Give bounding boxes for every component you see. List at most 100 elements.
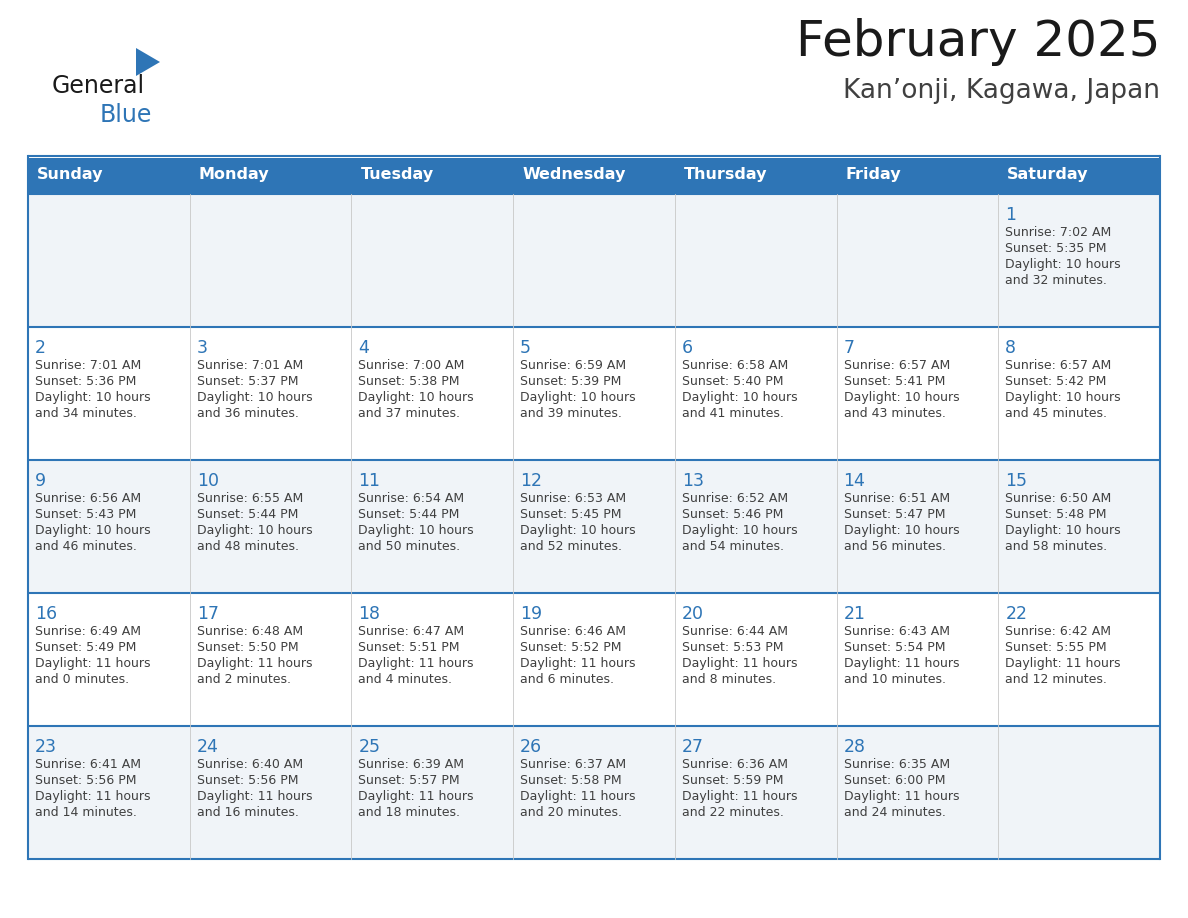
Text: 19: 19	[520, 605, 542, 623]
Text: Sunset: 5:53 PM: Sunset: 5:53 PM	[682, 641, 783, 654]
Text: and 50 minutes.: and 50 minutes.	[359, 540, 461, 553]
Text: Sunrise: 6:48 AM: Sunrise: 6:48 AM	[197, 625, 303, 638]
Text: Sunrise: 6:43 AM: Sunrise: 6:43 AM	[843, 625, 949, 638]
Text: Friday: Friday	[846, 167, 902, 183]
Bar	[29, 460, 1159, 593]
Text: Sunrise: 6:47 AM: Sunrise: 6:47 AM	[359, 625, 465, 638]
Text: and 34 minutes.: and 34 minutes.	[34, 407, 137, 420]
Text: Sunrise: 7:02 AM: Sunrise: 7:02 AM	[1005, 226, 1112, 239]
Text: 8: 8	[1005, 339, 1016, 357]
Text: Kan’onji, Kagawa, Japan: Kan’onji, Kagawa, Japan	[843, 78, 1159, 104]
Text: Sunset: 5:54 PM: Sunset: 5:54 PM	[843, 641, 946, 654]
Text: and 18 minutes.: and 18 minutes.	[359, 806, 461, 819]
Text: and 12 minutes.: and 12 minutes.	[1005, 673, 1107, 686]
Text: 18: 18	[359, 605, 380, 623]
Text: Daylight: 10 hours: Daylight: 10 hours	[682, 391, 797, 404]
Text: Sunday: Sunday	[37, 167, 103, 183]
Text: Sunset: 5:58 PM: Sunset: 5:58 PM	[520, 774, 621, 787]
Text: February 2025: February 2025	[796, 18, 1159, 66]
Text: Blue: Blue	[100, 103, 152, 127]
Text: Sunrise: 6:57 AM: Sunrise: 6:57 AM	[1005, 359, 1112, 372]
Text: 4: 4	[359, 339, 369, 357]
Text: and 4 minutes.: and 4 minutes.	[359, 673, 453, 686]
Text: Daylight: 10 hours: Daylight: 10 hours	[34, 524, 151, 537]
Text: Daylight: 10 hours: Daylight: 10 hours	[34, 391, 151, 404]
Text: 14: 14	[843, 472, 865, 490]
Text: and 54 minutes.: and 54 minutes.	[682, 540, 784, 553]
Text: 11: 11	[359, 472, 380, 490]
Text: Daylight: 10 hours: Daylight: 10 hours	[843, 391, 959, 404]
Bar	[190, 158, 352, 194]
Bar	[675, 158, 836, 194]
Text: Sunset: 5:57 PM: Sunset: 5:57 PM	[359, 774, 460, 787]
Text: and 43 minutes.: and 43 minutes.	[843, 407, 946, 420]
Text: Daylight: 10 hours: Daylight: 10 hours	[520, 391, 636, 404]
Text: and 8 minutes.: and 8 minutes.	[682, 673, 776, 686]
Text: Wednesday: Wednesday	[523, 167, 626, 183]
Text: 25: 25	[359, 738, 380, 756]
Polygon shape	[135, 48, 160, 76]
Text: Sunset: 5:48 PM: Sunset: 5:48 PM	[1005, 508, 1107, 521]
Bar	[352, 158, 513, 194]
Text: Sunrise: 7:00 AM: Sunrise: 7:00 AM	[359, 359, 465, 372]
Bar	[29, 158, 190, 194]
Text: 3: 3	[197, 339, 208, 357]
Text: Daylight: 11 hours: Daylight: 11 hours	[843, 790, 959, 803]
Text: Sunset: 5:35 PM: Sunset: 5:35 PM	[1005, 242, 1107, 255]
Text: Sunset: 5:59 PM: Sunset: 5:59 PM	[682, 774, 783, 787]
Text: Sunrise: 6:49 AM: Sunrise: 6:49 AM	[34, 625, 141, 638]
Text: and 52 minutes.: and 52 minutes.	[520, 540, 623, 553]
Text: Sunset: 5:45 PM: Sunset: 5:45 PM	[520, 508, 621, 521]
Text: Sunset: 5:49 PM: Sunset: 5:49 PM	[34, 641, 137, 654]
Text: Daylight: 11 hours: Daylight: 11 hours	[520, 657, 636, 670]
Text: Daylight: 10 hours: Daylight: 10 hours	[1005, 258, 1121, 271]
Text: and 37 minutes.: and 37 minutes.	[359, 407, 461, 420]
Text: Daylight: 10 hours: Daylight: 10 hours	[1005, 391, 1121, 404]
Text: Daylight: 10 hours: Daylight: 10 hours	[359, 524, 474, 537]
Text: Sunrise: 6:39 AM: Sunrise: 6:39 AM	[359, 758, 465, 771]
Text: Daylight: 11 hours: Daylight: 11 hours	[197, 657, 312, 670]
Text: Daylight: 11 hours: Daylight: 11 hours	[1005, 657, 1120, 670]
Text: Monday: Monday	[198, 167, 270, 183]
Text: Sunrise: 6:53 AM: Sunrise: 6:53 AM	[520, 492, 626, 505]
Text: Sunset: 5:51 PM: Sunset: 5:51 PM	[359, 641, 460, 654]
Text: 26: 26	[520, 738, 542, 756]
Text: Daylight: 11 hours: Daylight: 11 hours	[34, 790, 151, 803]
Text: and 36 minutes.: and 36 minutes.	[197, 407, 298, 420]
Text: 15: 15	[1005, 472, 1028, 490]
Text: Daylight: 10 hours: Daylight: 10 hours	[197, 391, 312, 404]
Text: 27: 27	[682, 738, 703, 756]
Text: Daylight: 11 hours: Daylight: 11 hours	[520, 790, 636, 803]
Bar	[513, 158, 675, 194]
Text: Daylight: 11 hours: Daylight: 11 hours	[359, 790, 474, 803]
Text: Sunrise: 6:50 AM: Sunrise: 6:50 AM	[1005, 492, 1112, 505]
Text: Sunset: 5:55 PM: Sunset: 5:55 PM	[1005, 641, 1107, 654]
Text: Sunrise: 6:52 AM: Sunrise: 6:52 AM	[682, 492, 788, 505]
Text: Sunset: 5:38 PM: Sunset: 5:38 PM	[359, 375, 460, 388]
Text: 24: 24	[197, 738, 219, 756]
Text: Sunset: 5:37 PM: Sunset: 5:37 PM	[197, 375, 298, 388]
Text: General: General	[52, 74, 145, 98]
Text: and 32 minutes.: and 32 minutes.	[1005, 274, 1107, 287]
Text: and 16 minutes.: and 16 minutes.	[197, 806, 298, 819]
Text: Sunrise: 6:58 AM: Sunrise: 6:58 AM	[682, 359, 788, 372]
Text: and 22 minutes.: and 22 minutes.	[682, 806, 784, 819]
Text: Sunset: 5:42 PM: Sunset: 5:42 PM	[1005, 375, 1107, 388]
Text: Sunrise: 6:40 AM: Sunrise: 6:40 AM	[197, 758, 303, 771]
Text: Sunrise: 6:55 AM: Sunrise: 6:55 AM	[197, 492, 303, 505]
Text: 13: 13	[682, 472, 703, 490]
Bar	[29, 327, 1159, 460]
Bar	[998, 158, 1159, 194]
Text: Daylight: 10 hours: Daylight: 10 hours	[359, 391, 474, 404]
Text: and 24 minutes.: and 24 minutes.	[843, 806, 946, 819]
Text: 17: 17	[197, 605, 219, 623]
Text: and 48 minutes.: and 48 minutes.	[197, 540, 298, 553]
Text: Saturday: Saturday	[1007, 167, 1088, 183]
Text: and 56 minutes.: and 56 minutes.	[843, 540, 946, 553]
Bar	[29, 194, 1159, 327]
Text: Sunset: 5:46 PM: Sunset: 5:46 PM	[682, 508, 783, 521]
Text: and 46 minutes.: and 46 minutes.	[34, 540, 137, 553]
Text: and 41 minutes.: and 41 minutes.	[682, 407, 784, 420]
Text: Sunset: 5:40 PM: Sunset: 5:40 PM	[682, 375, 783, 388]
Text: Sunset: 5:36 PM: Sunset: 5:36 PM	[34, 375, 137, 388]
